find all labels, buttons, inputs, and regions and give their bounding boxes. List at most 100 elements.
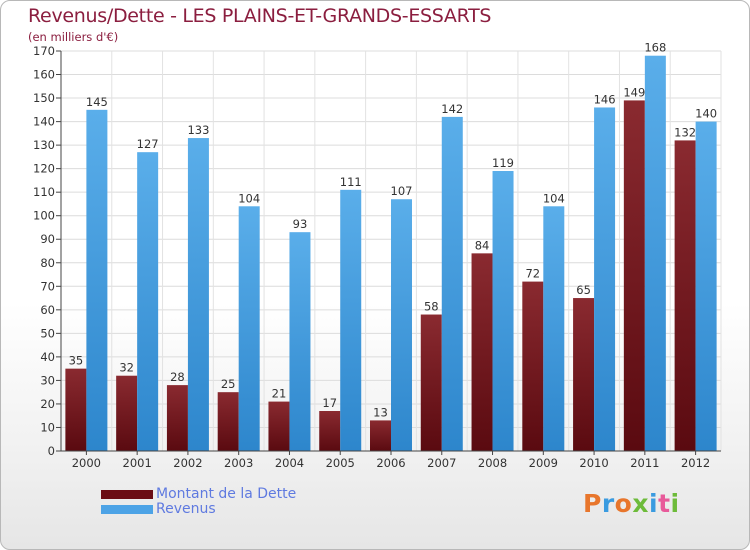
chart-subtitle: (en milliers d'€) [28,30,119,44]
logo-letter: i [649,489,659,518]
data-label: 72 [525,267,540,281]
y-tick-label: 120 [33,162,55,176]
x-tick-label: 2006 [376,456,405,470]
logo-letter: t [658,489,671,518]
legend-item-revenus: Revenus [101,501,421,517]
data-label: 93 [293,217,308,231]
x-tick-label: 2012 [681,456,710,470]
data-label: 104 [543,191,565,205]
bar-dette [623,100,645,451]
data-label: 133 [187,123,209,137]
bar-revenus [543,206,565,451]
bar-dette [674,140,696,452]
y-tick-label: 150 [33,91,55,105]
bar-revenus [695,121,717,452]
data-label: 119 [492,156,514,170]
data-label: 65 [576,283,591,297]
legend-label-revenus: Revenus [156,501,216,517]
data-label: 140 [695,107,717,121]
bar-dette [65,368,87,451]
y-tick-label: 170 [33,44,55,58]
chart-title: Revenus/Dette - LES PLAINS-ET-GRANDS-ESS… [28,5,492,27]
bar-dette [573,298,595,451]
x-tick-label: 2004 [275,456,304,470]
bar-revenus [340,189,362,451]
legend-swatch-dette [101,490,153,499]
proxiti-logo: Proxiti [583,489,680,518]
data-label: 111 [340,175,362,189]
bar-dette [420,314,442,451]
bar-revenus [391,199,412,451]
data-label: 35 [69,354,84,368]
data-label: 127 [137,137,159,151]
data-label: 149 [623,85,645,99]
logo-letter: x [632,489,649,518]
y-tick-label: 130 [33,138,55,152]
y-tick-label: 40 [40,350,55,364]
x-tick-label: 2001 [123,456,152,470]
bar-revenus [238,206,260,451]
data-label: 142 [441,102,463,116]
data-label: 132 [674,125,696,139]
data-label: 32 [119,361,134,375]
data-label: 17 [322,396,337,410]
bar-revenus [137,152,159,452]
x-tick-label: 2000 [72,456,101,470]
x-tick-label: 2003 [224,456,253,470]
bar-dette [217,392,239,451]
logo-letter: i [670,489,680,518]
data-label: 84 [475,238,490,252]
y-tick-label: 160 [33,68,55,82]
bar-dette [319,411,341,451]
bar-revenus [644,55,666,452]
y-tick-label: 30 [40,373,55,387]
x-tick-label: 2009 [529,456,558,470]
legend-swatch-revenus [101,505,153,514]
logo-letter: P [583,489,602,518]
bar-revenus [441,116,463,451]
bar-dette [522,281,544,451]
x-tick-label: 2007 [427,456,456,470]
bar-revenus [492,171,514,451]
y-tick-label: 50 [40,326,55,340]
y-tick-label: 100 [33,209,55,223]
data-label: 107 [391,184,413,198]
data-label: 104 [238,191,260,205]
bar-dette [268,401,290,451]
y-tick-label: 90 [40,232,55,246]
y-tick-label: 10 [40,420,55,434]
data-label: 13 [373,405,388,419]
bar-revenus [86,109,108,451]
bar-revenus [187,138,209,451]
y-tick-label: 140 [33,115,55,129]
bar-dette [116,375,138,451]
x-tick-label: 2002 [173,456,202,470]
y-tick-label: 60 [40,303,55,317]
bar-revenus [594,107,616,452]
y-tick-label: 70 [40,279,55,293]
data-label: 58 [424,300,439,314]
data-label: 25 [221,377,236,391]
y-tick-label: 110 [33,185,55,199]
data-label: 168 [644,41,666,55]
legend-item-dette: Montant de la Dette [101,486,421,502]
bar-dette [471,253,493,451]
logo-letter: r [601,489,615,518]
x-tick-label: 2005 [326,456,355,470]
y-tick-label: 0 [48,444,55,458]
bar-dette [370,420,391,451]
data-label: 146 [594,92,616,106]
x-tick-label: 2010 [579,456,608,470]
y-tick-label: 80 [40,256,55,270]
bar-revenus [289,232,311,451]
y-tick-label: 20 [40,397,55,411]
x-tick-label: 2011 [630,456,659,470]
data-label: 28 [170,370,185,384]
bar-dette [166,385,188,451]
data-label: 21 [272,387,287,401]
data-label: 145 [86,95,108,109]
logo-letter: o [614,489,633,518]
x-tick-label: 2008 [478,456,507,470]
